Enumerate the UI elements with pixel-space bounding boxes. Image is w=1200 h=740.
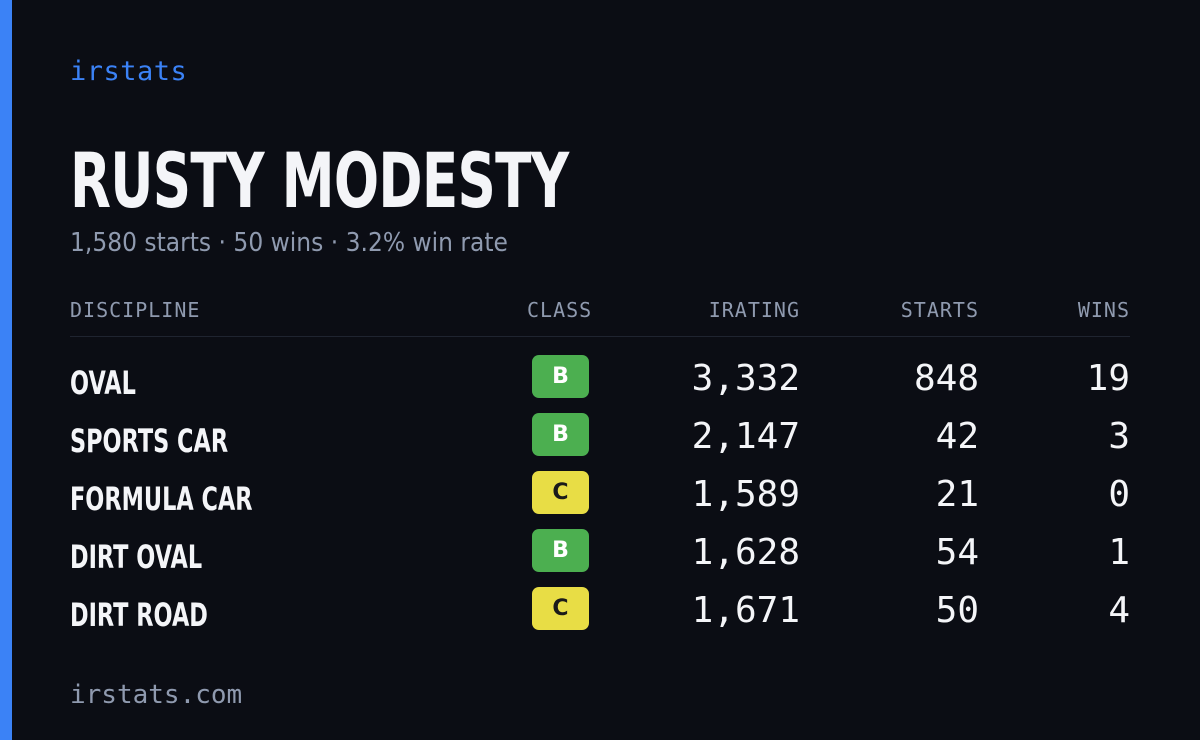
discipline-name: OVAL — [70, 364, 136, 402]
discipline-name: DIRT ROAD — [70, 596, 208, 634]
irating-value: 3,332 — [691, 358, 800, 399]
stats-table: DISCIPLINE CLASS IRATING STARTS WINS OVA… — [70, 298, 1130, 645]
discipline-name: SPORTS CAR — [70, 422, 229, 460]
table-body: OVAL B 3,332 848 19 SPORTS CAR B 2,147 42 3 FORMUL… — [70, 355, 1130, 645]
discipline-name: FORMULA CAR — [70, 480, 253, 518]
starts-value: 54 — [935, 532, 979, 573]
wins-value: 1 — [1108, 532, 1130, 573]
class-badge: B — [532, 413, 589, 456]
wins-value: 3 — [1108, 416, 1130, 457]
driver-name: RUSTY MODESTY — [70, 136, 569, 225]
discipline-name: DIRT OVAL — [70, 538, 203, 576]
irating-value: 1,628 — [691, 532, 800, 573]
table-row: DIRT OVAL B 1,628 54 1 — [70, 529, 1130, 587]
starts-value: 21 — [935, 474, 979, 515]
wins-value: 0 — [1108, 474, 1130, 515]
table-header: DISCIPLINE CLASS IRATING STARTS WINS — [70, 298, 1130, 337]
table-row: FORMULA CAR C 1,589 21 0 — [70, 471, 1130, 529]
column-header-discipline: DISCIPLINE — [70, 298, 201, 322]
irating-value: 1,671 — [691, 590, 800, 631]
column-header-class: CLASS — [527, 298, 593, 322]
class-badge: C — [532, 587, 589, 630]
starts-value: 42 — [935, 416, 979, 457]
class-badge: B — [532, 355, 589, 398]
wins-value: 4 — [1108, 590, 1130, 631]
column-header-starts: STARTS — [900, 298, 979, 322]
table-row: DIRT ROAD C 1,671 50 4 — [70, 587, 1130, 645]
accent-bar — [0, 0, 12, 740]
driver-summary: 1,580 starts · 50 wins · 3.2% win rate — [70, 228, 508, 258]
class-badge: C — [532, 471, 589, 514]
irating-value: 1,589 — [691, 474, 800, 515]
irating-value: 2,147 — [691, 416, 800, 457]
starts-value: 848 — [913, 358, 979, 399]
brand-logo-text: irstats — [70, 56, 188, 87]
column-header-irating: IRATING — [708, 298, 800, 322]
table-row: OVAL B 3,332 848 19 — [70, 355, 1130, 413]
column-header-wins: WINS — [1077, 298, 1130, 322]
class-badge: B — [532, 529, 589, 572]
table-row: SPORTS CAR B 2,147 42 3 — [70, 413, 1130, 471]
wins-value: 19 — [1086, 358, 1130, 399]
starts-value: 50 — [935, 590, 979, 631]
footer-url: irstats.com — [70, 680, 243, 710]
